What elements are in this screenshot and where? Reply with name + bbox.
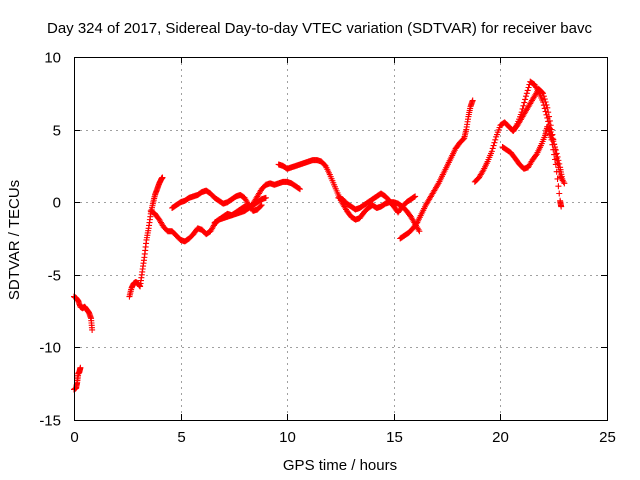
x-tick-label: 10 [279,429,296,446]
y-tick-label: 5 [53,123,61,140]
series-f2 [499,123,565,210]
data-point [544,123,551,130]
series-b1 [126,174,166,300]
data-point [412,193,419,200]
data-point [77,364,84,371]
data-point [469,97,476,104]
data-point [522,93,529,100]
y-tick-label: -15 [39,413,61,430]
data-point [553,150,560,157]
x-tick-label: 15 [386,429,403,446]
data-point [561,180,568,187]
y-axis-label: SDTVAR / TECUs [6,180,23,300]
series-e1 [397,97,476,242]
data-point [411,193,418,200]
data-point [554,159,561,166]
data-point [544,104,551,111]
data-point [540,93,547,100]
x-axis-label: GPS time / hours [283,457,397,474]
data-point [549,131,556,138]
data-point [489,145,496,152]
data-point [546,113,553,120]
data-point [539,89,546,96]
data-point [547,122,554,129]
data-point [550,136,557,143]
y-tick-label: -5 [48,268,61,285]
data-point [552,151,559,158]
plot-frame [74,57,608,421]
data-point [555,164,562,171]
data-point [551,146,558,153]
data-point [558,203,565,210]
data-point [546,117,553,124]
series-c1 [169,187,265,214]
data-point [556,190,563,197]
data-point [296,186,303,193]
data-point [488,148,495,155]
series-f3 [510,85,568,187]
data-series [71,78,568,393]
data-point [542,99,549,106]
x-tick-label: 5 [177,429,185,446]
data-point [555,183,562,190]
data-point [491,139,498,146]
data-point [542,108,549,115]
data-point [540,90,547,97]
data-point [541,105,548,112]
data-point [520,102,527,109]
x-tick-label: 25 [599,429,616,446]
y-tick-label: 0 [53,195,61,212]
data-point [492,136,499,143]
y-tick-label: -10 [39,340,61,357]
data-point [89,326,96,333]
x-tick-label: 0 [70,429,78,446]
axis-ticks: 0 5 10 15 20 25 -15 -10 -5 0 5 10 [39,50,616,447]
data-point [490,142,497,149]
data-point [257,202,264,209]
data-point [522,96,529,103]
series-d2 [335,190,419,216]
data-point [460,136,467,143]
data-point [521,99,528,106]
data-point [556,168,563,175]
data-point [553,155,560,162]
series-d1 [275,157,423,235]
data-point [523,90,530,97]
series-a2 [71,364,84,393]
data-point [524,87,531,94]
x-tick-label: 20 [492,429,509,446]
data-point [545,109,552,116]
chart-title: Day 324 of 2017, Sidereal Day-to-day VTE… [47,20,592,37]
data-point [543,101,550,108]
data-point [159,174,166,181]
data-point [551,141,558,148]
data-point [541,96,548,103]
data-point [258,202,265,209]
data-point [262,194,269,201]
data-point [416,228,423,235]
data-point [525,84,532,91]
series-c2 [211,194,269,226]
data-point [548,126,555,133]
y-tick-label: 10 [44,50,61,67]
data-point [296,185,303,192]
